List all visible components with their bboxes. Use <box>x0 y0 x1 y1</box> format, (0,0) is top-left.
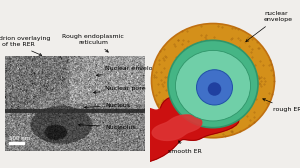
Polygon shape <box>137 108 175 140</box>
Text: nuclear
envelope: nuclear envelope <box>246 11 293 41</box>
Text: Nuclear pore: Nuclear pore <box>94 86 146 94</box>
Text: smooth ER: smooth ER <box>168 141 202 154</box>
Text: Nuclear envelope: Nuclear envelope <box>97 67 160 76</box>
Text: Mitochondrion overlaying
part of the RER: Mitochondrion overlaying part of the RER <box>0 36 51 56</box>
Ellipse shape <box>176 50 250 121</box>
Text: Nucleolus: Nucleolus <box>79 124 136 130</box>
Text: Rough endoplasmic
reticulum: Rough endoplasmic reticulum <box>62 34 124 52</box>
Text: rough ER: rough ER <box>263 99 300 112</box>
Text: 500 nm: 500 nm <box>9 136 30 141</box>
Bar <box>4 57 144 151</box>
Ellipse shape <box>152 24 274 138</box>
Ellipse shape <box>208 82 221 96</box>
Polygon shape <box>152 115 202 140</box>
Bar <box>9 142 24 144</box>
Ellipse shape <box>196 70 232 105</box>
Ellipse shape <box>168 40 258 128</box>
Polygon shape <box>121 96 239 163</box>
Text: Nucleus: Nucleus <box>85 103 130 109</box>
